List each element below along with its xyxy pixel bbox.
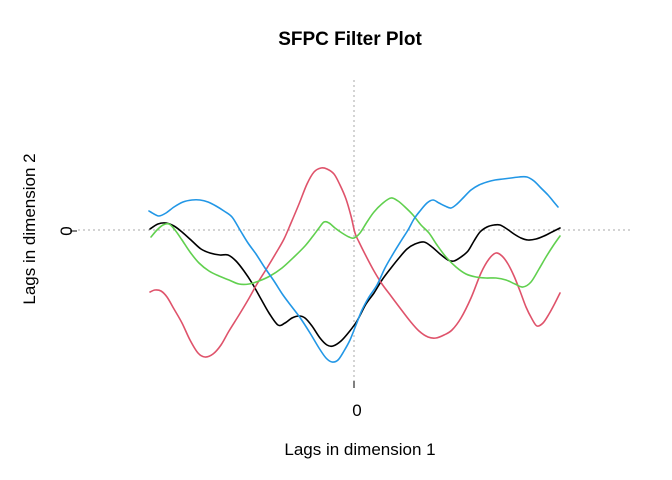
y-axis-label: Lags in dimension 2 bbox=[20, 153, 39, 304]
x-axis-label: Lags in dimension 1 bbox=[284, 440, 435, 459]
plot-title: SFPC Filter Plot bbox=[278, 29, 422, 50]
y-axis-tick-label: 0 bbox=[57, 226, 76, 235]
x-axis-tick-label: 0 bbox=[352, 401, 361, 420]
curve-filter-component-2 bbox=[149, 167, 561, 358]
curve-filter-component-3 bbox=[150, 197, 561, 288]
curve-series bbox=[148, 167, 561, 363]
curve-filter-component-4 bbox=[148, 175, 559, 363]
axis-ticks bbox=[70, 230, 355, 388]
